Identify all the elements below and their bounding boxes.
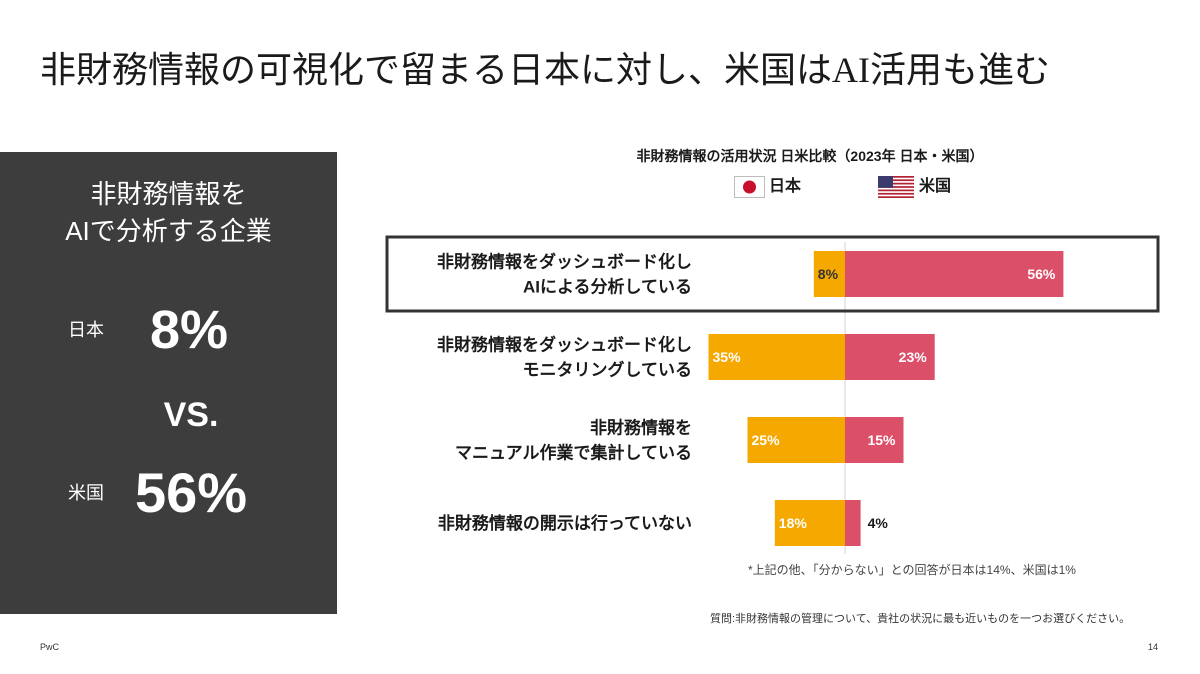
panel-vs-text: VS. — [163, 396, 219, 434]
slide-title: 非財務情報の可視化で留まる日本に対し、米国はAI活用も進む — [40, 50, 1050, 90]
highlight-box — [385, 235, 1160, 313]
panel-japan-value: 8% — [150, 300, 229, 360]
japan-flag-graphic — [734, 176, 765, 198]
legend-label-japan: 日本 — [769, 178, 802, 195]
footer-brand: PwC — [40, 642, 60, 652]
data-label-japan: 25% — [752, 432, 781, 448]
bar-us — [845, 334, 935, 380]
panel-heading-line1: 非財務情報を — [90, 179, 247, 209]
category-label-line: 非財務情報をダッシュボード化し — [437, 252, 692, 272]
panel-us-label: 米国 — [68, 483, 104, 503]
bar-us — [845, 251, 1064, 297]
footnote: *上記の他、「分からない」との回答が日本は14%、米国は1% — [748, 563, 1076, 577]
data-label-japan: 8% — [818, 266, 839, 282]
diverging-bar-chart: 非財務情報をダッシュボード化し AIによる分析している 8% 56% 非財務情報をダッシ… — [385, 235, 1160, 554]
category-label: 非財務情報をマニュアル作業で集計している — [455, 418, 692, 463]
bar-japan — [708, 334, 845, 380]
category-label: 非財務情報の開示は行っていない — [438, 513, 692, 533]
bar-us — [845, 417, 904, 463]
data-label-us: 56% — [1027, 266, 1056, 282]
panel-us-value: 56% — [135, 461, 248, 524]
us-flag-icon — [878, 176, 914, 198]
summary-panel: 非財務情報を AIで分析する企業 日本 8% VS. 米国 56% — [0, 152, 337, 614]
panel-heading: 非財務情報を AIで分析する企業 — [0, 176, 337, 250]
legend-label-us: 米国 — [919, 178, 952, 195]
category-label: 非財務情報をダッシュボード化しモニタリングしている — [437, 335, 692, 380]
bar-japan — [747, 417, 845, 463]
category-label-line: 非財務情報を — [590, 418, 692, 438]
category-label-line: モニタリングしている — [523, 360, 693, 380]
japan-flag-icon — [734, 176, 765, 198]
data-label-us: 15% — [867, 432, 896, 448]
page-number: 14 — [1148, 642, 1159, 652]
survey-question-note: 質問:非財務情報の管理について、貴社の状況に最も近いものを一つお選びください。 — [710, 613, 1131, 625]
panel-heading-line2: AIで分析する企業 — [65, 216, 272, 246]
bar-us — [845, 500, 861, 546]
category-label-line: 非財務情報の開示は行っていない — [438, 513, 692, 533]
data-label-us: 4% — [868, 515, 889, 531]
data-label-japan: 18% — [779, 515, 808, 531]
data-label-japan: 35% — [713, 349, 742, 365]
panel-japan-label: 日本 — [68, 320, 104, 340]
data-label-us: 23% — [899, 349, 928, 365]
chart-title: 非財務情報の活用状況 日米比較（2023年 日本・米国） — [636, 148, 984, 164]
category-label: 非財務情報をダッシュボード化し AIによる分析している — [437, 252, 692, 297]
category-label-line: 非財務情報をダッシュボード化し — [437, 335, 692, 355]
category-label-line: AIによる分析している — [523, 277, 692, 297]
category-label-line: マニュアル作業で集計している — [455, 443, 692, 463]
bar-japan — [813, 251, 845, 297]
us-flag-graphic — [878, 176, 914, 198]
bar-japan — [774, 500, 845, 546]
